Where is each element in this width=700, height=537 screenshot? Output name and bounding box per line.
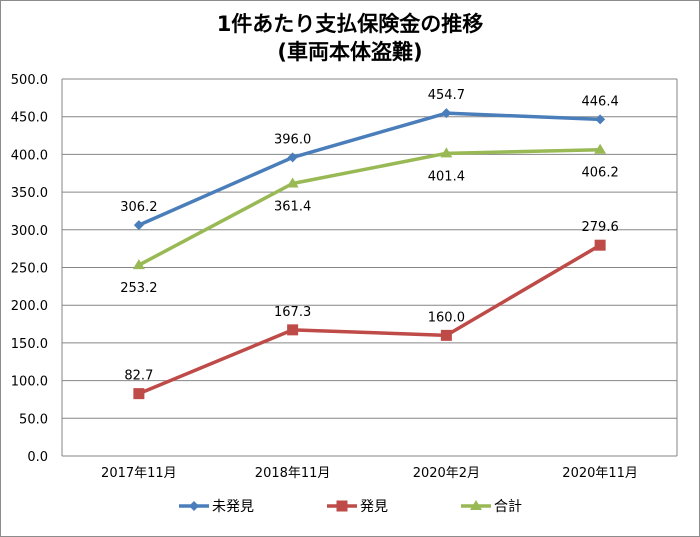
chart-title-main: 1件あたり支払保険金の推移	[216, 12, 484, 36]
data-label: 306.2	[120, 200, 157, 215]
data-point-marker	[440, 147, 453, 158]
legend-item: 発見	[326, 496, 388, 516]
series-line-1	[138, 243, 602, 396]
data-label: 401.4	[428, 169, 465, 184]
chart-subtitle: (車両本体盗難)	[277, 40, 423, 64]
data-point-marker	[287, 324, 299, 336]
y-tick-label: 400.0	[11, 148, 48, 163]
data-point-marker	[594, 143, 607, 154]
data-label: 396.0	[274, 132, 311, 147]
data-point-marker	[594, 239, 606, 251]
y-tick-label: 350.0	[11, 186, 48, 201]
y-tick-label: 500.0	[11, 73, 48, 88]
data-label: 167.3	[274, 305, 311, 320]
series-line-0	[138, 111, 601, 227]
series-line-2	[138, 147, 601, 267]
data-point-marker	[287, 152, 298, 163]
data-point-marker	[286, 177, 299, 188]
data-point-marker	[133, 220, 144, 231]
data-label: 279.6	[582, 220, 619, 235]
y-tick-label: 100.0	[11, 375, 48, 390]
data-label: 253.2	[120, 281, 157, 296]
legend-item: 未発見	[178, 496, 254, 516]
data-label: 454.7	[428, 88, 465, 103]
data-label: 446.4	[582, 94, 619, 109]
data-label: 160.0	[428, 310, 465, 325]
legend-square-icon	[327, 500, 357, 512]
data-point-marker	[441, 108, 452, 119]
legend-item: 合計	[460, 496, 522, 516]
legend-triangle-icon	[461, 500, 491, 510]
y-tick-label: 50.0	[19, 412, 48, 427]
legend-label: 未発見	[212, 499, 254, 515]
data-label: 406.2	[582, 166, 619, 181]
data-point-marker	[595, 114, 606, 125]
y-tick-label: 0.0	[27, 450, 48, 465]
data-label: 82.7	[124, 369, 153, 384]
data-point-marker	[440, 329, 452, 341]
y-tick-label: 250.0	[11, 262, 48, 277]
legend-label: 発見	[360, 499, 388, 515]
data-point-marker	[133, 388, 145, 400]
x-tick-label: 2020年11月	[562, 466, 638, 481]
x-tick-label: 2020年2月	[413, 466, 480, 481]
x-tick-label: 2018年11月	[255, 466, 331, 481]
data-point-marker	[132, 259, 145, 270]
legend-diamond-icon	[179, 501, 209, 511]
y-tick-label: 300.0	[11, 224, 48, 239]
legend: 未発見 発見 合計	[0, 496, 700, 516]
x-tick-label: 2017年11月	[101, 466, 177, 481]
y-tick-label: 150.0	[11, 337, 48, 352]
y-tick-label: 200.0	[11, 299, 48, 314]
y-tick-label: 450.0	[11, 111, 48, 126]
data-label: 361.4	[274, 200, 311, 215]
chart-title: 1件あたり支払保険金の推移 (車両本体盗難)	[0, 10, 700, 66]
legend-label: 合計	[494, 499, 522, 515]
